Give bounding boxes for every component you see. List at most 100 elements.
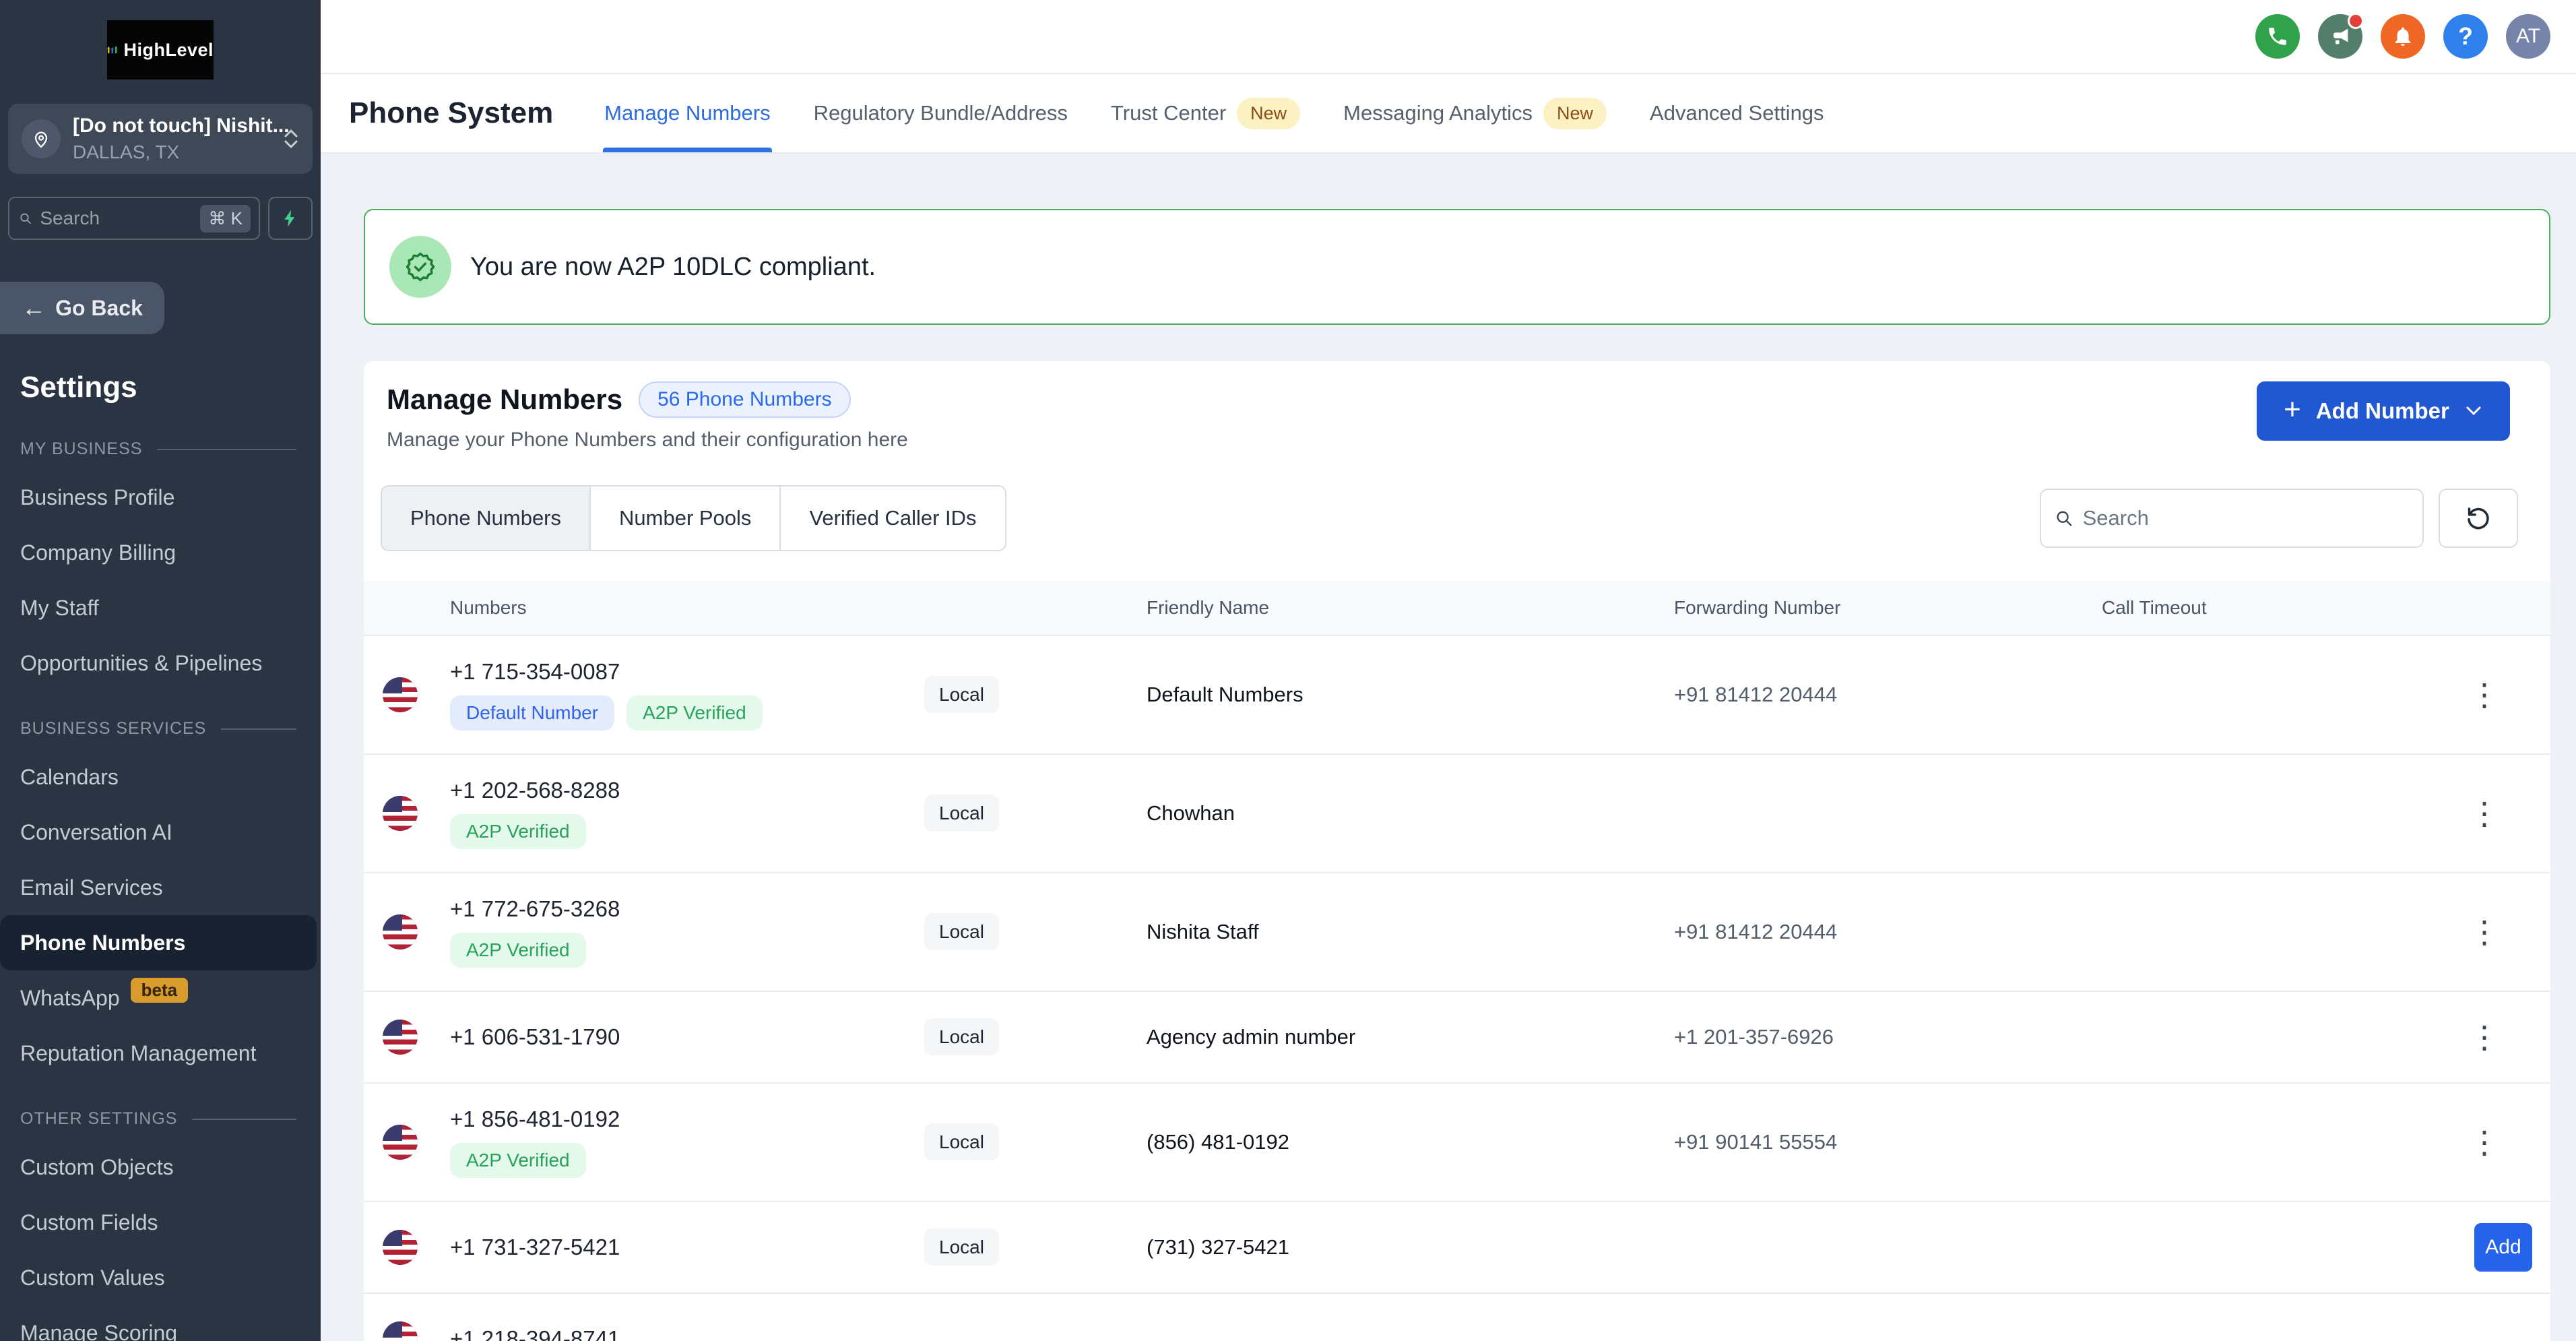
sidebar-item-whatsapp[interactable]: WhatsApp beta (0, 970, 317, 1026)
highlevel-arrows-icon (107, 46, 118, 54)
row-menu-button[interactable]: ⋮ (2458, 673, 2511, 717)
phone-number: +1 772-675-3268 (450, 896, 620, 921)
phone-count-badge: 56 Phone Numbers (639, 381, 851, 418)
tab-manage-numbers[interactable]: Manage Numbers (583, 74, 792, 152)
phone-number: +1 606-531-1790 (450, 1024, 620, 1049)
number-cell: +1 218-394-8741 (364, 1303, 916, 1341)
add-number-button[interactable]: + Add Number (2257, 381, 2510, 441)
view-tab-verified-caller-ids[interactable]: Verified Caller IDs (781, 487, 1005, 550)
type-cell: Local (916, 1228, 1132, 1266)
banner-message: You are now A2P 10DLC compliant. (470, 252, 876, 281)
number-type-chip: Local (924, 794, 999, 832)
go-back-button[interactable]: ← Go Back (0, 282, 164, 334)
sidebar-search[interactable]: ⌘ K (8, 197, 260, 240)
sidebar-item-my-staff[interactable]: My Staff (0, 580, 317, 635)
number-type-chip: Local (924, 676, 999, 713)
refresh-button[interactable] (2439, 489, 2518, 548)
quick-actions-button[interactable] (268, 197, 313, 240)
view-tab-phone-numbers[interactable]: Phone Numbers (382, 487, 591, 550)
announcements-button[interactable] (2318, 13, 2364, 59)
us-flag-icon (383, 1020, 418, 1055)
number-cell: +1 606-531-1790 (364, 1001, 916, 1073)
table-search[interactable] (2040, 489, 2424, 548)
number-cell: +1 856-481-0192 A2P Verified (364, 1088, 916, 1197)
sidebar-item-business-profile[interactable]: Business Profile (0, 470, 317, 525)
tab-regulatory-bundle-address[interactable]: Regulatory Bundle/Address (792, 74, 1089, 152)
card-header: Manage Numbers 56 Phone Numbers Manage y… (364, 361, 2550, 451)
us-flag-icon (383, 914, 418, 949)
search-icon (2057, 511, 2072, 526)
sidebar-item-custom-objects[interactable]: Custom Objects (0, 1140, 317, 1195)
table-controls: Phone Numbers Number Pools Verified Call… (364, 485, 2550, 551)
notifications-button[interactable] (2381, 14, 2425, 59)
phone-button[interactable] (2255, 14, 2300, 59)
topbar: ? AT (321, 0, 2576, 74)
row-menu-button[interactable]: ⋮ (2458, 910, 2511, 954)
search-icon (20, 213, 31, 224)
forwarding-number-cell: +91 81412 20444 (1674, 683, 1838, 706)
number-cell: +1 715-354-0087 Default Number A2P Verifi… (364, 640, 916, 749)
tab-label: Messaging Analytics (1343, 101, 1533, 125)
friendly-name-cell: (731) 327-5421 (1147, 1235, 1289, 1259)
chevron-down-icon (2466, 406, 2481, 416)
new-badge: New (1237, 97, 1301, 129)
sidebar-item-opportunities-pipelines[interactable]: Opportunities & Pipelines (0, 635, 317, 691)
number-cell: +1 731-327-5421 (364, 1211, 916, 1284)
sidebar-item-calendars[interactable]: Calendars (0, 749, 317, 805)
friendly-name-cell: Default Numbers (1147, 683, 1303, 706)
tab-label: Trust Center (1111, 101, 1227, 125)
number-block: +1 715-354-0087 Default Number A2P Verifi… (450, 659, 763, 730)
sidebar-item-label: Phone Numbers (20, 930, 186, 955)
sidebar-item-email-services[interactable]: Email Services (0, 860, 317, 915)
location-pin-icon (22, 119, 61, 158)
row-menu-button[interactable]: ⋮ (2458, 791, 2511, 836)
table-row: +1 772-675-3268 A2P Verified Local Nishi… (364, 873, 2550, 992)
account-switcher[interactable]: [Do not touch] Nishit... DALLAS, TX (8, 104, 313, 174)
tab-label: Manage Numbers (604, 101, 771, 125)
action-cell: ⋮ (2418, 673, 2550, 717)
friendly-name-cell: (856) 481-0192 (1147, 1130, 1289, 1154)
user-avatar[interactable]: AT (2506, 14, 2550, 59)
action-cell: ⋮ (2418, 1120, 2550, 1164)
tab-trust-center[interactable]: Trust Center New (1089, 74, 1322, 152)
tab-advanced-settings[interactable]: Advanced Settings (1628, 74, 1846, 152)
table-search-input[interactable] (2082, 506, 2409, 530)
badge-row: A2P Verified (450, 814, 620, 849)
row-menu-button[interactable]: ⋮ (2458, 1120, 2511, 1164)
badge-check-icon (389, 236, 451, 298)
number-block: +1 202-568-8288 A2P Verified (450, 778, 620, 849)
sidebar-item-reputation-management[interactable]: Reputation Management (0, 1026, 317, 1081)
sidebar-search-input[interactable] (40, 208, 201, 229)
bell-icon (2395, 27, 2411, 46)
sidebar-item-conversation-ai[interactable]: Conversation AI (0, 805, 317, 860)
sidebar-item-manage-scoring[interactable]: Manage Scoring (0, 1305, 317, 1341)
sidebar-item-company-billing[interactable]: Company Billing (0, 525, 317, 580)
friendly-name-cell: Nishita Staff (1147, 920, 1259, 943)
sidebar-item-label: Company Billing (20, 540, 176, 565)
number-cell: +1 202-568-8288 A2P Verified (364, 759, 916, 868)
card-header-left: Manage Numbers 56 Phone Numbers Manage y… (387, 381, 908, 451)
a2p-verified-badge: A2P Verified (626, 695, 763, 730)
number-cell: +1 772-675-3268 A2P Verified (364, 877, 916, 987)
sidebar-item-custom-values[interactable]: Custom Values (0, 1250, 317, 1305)
number-block: +1 772-675-3268 A2P Verified (450, 896, 620, 968)
sidebar-search-row: ⌘ K (8, 197, 313, 240)
table-row: +1 606-531-1790 Local Agency admin numbe… (364, 992, 2550, 1084)
tab-messaging-analytics[interactable]: Messaging Analytics New (1322, 74, 1628, 152)
view-tab-number-pools[interactable]: Number Pools (591, 487, 781, 550)
manage-numbers-card: Manage Numbers 56 Phone Numbers Manage y… (364, 361, 2550, 1341)
forwarding-number-cell: +91 90141 55554 (1674, 1130, 1838, 1154)
sidebar-item-custom-fields[interactable]: Custom Fields (0, 1195, 317, 1250)
help-button[interactable]: ? (2443, 14, 2488, 59)
row-add-button[interactable]: Add (2474, 1223, 2532, 1272)
sidebar-item-phone-numbers[interactable]: Phone Numbers (0, 915, 317, 970)
number-block: +1 606-531-1790 (450, 1024, 620, 1050)
type-cell: Local (916, 1018, 1132, 1055)
friendly-name-cell: Agency admin number (1147, 1025, 1356, 1049)
sidebar-item-label: Calendars (20, 764, 119, 789)
number-type-chip: Local (924, 1018, 999, 1055)
sidebar-section-business-services: BUSINESS SERVICES Calendars Conversation… (0, 719, 321, 1081)
section-label: BUSINESS SERVICES (20, 719, 207, 738)
row-menu-button[interactable]: ⋮ (2458, 1015, 2511, 1059)
type-cell: Local (916, 676, 1132, 713)
